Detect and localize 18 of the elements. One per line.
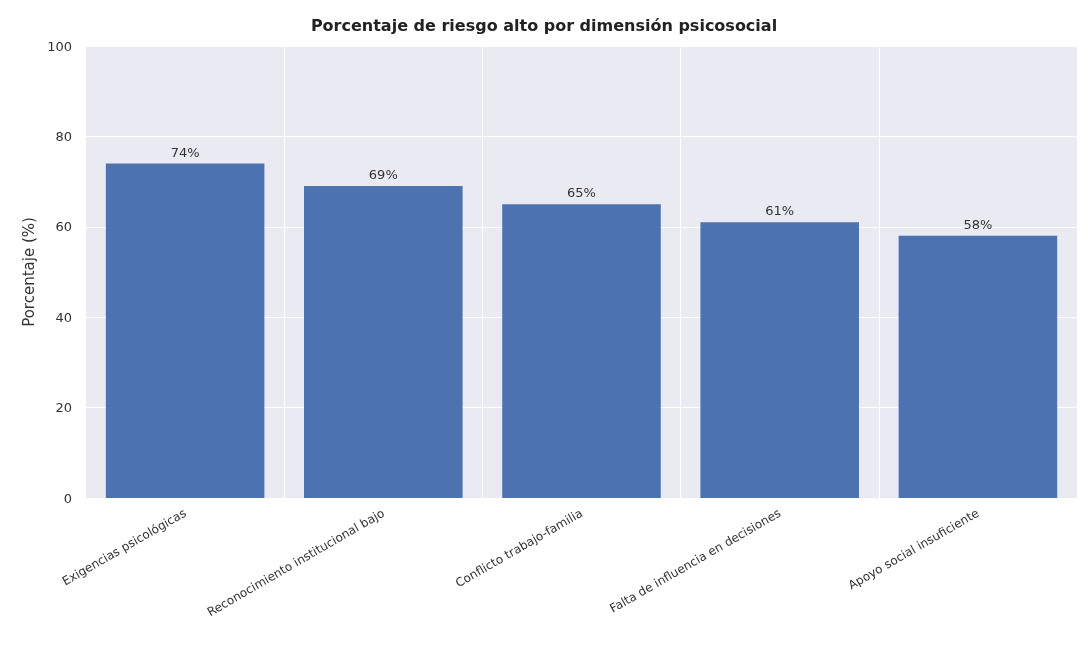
y-axis-title: Porcentaje (%) <box>19 217 38 327</box>
y-tick-label: 80 <box>55 128 72 144</box>
chart-title: Porcentaje de riesgo alto por dimensión psicosocial <box>310 15 778 35</box>
data-label: 61% <box>765 203 795 219</box>
bar <box>700 222 859 498</box>
data-label: 74% <box>170 144 200 160</box>
data-label: 65% <box>567 185 596 201</box>
data-label: 69% <box>368 167 398 183</box>
bar <box>304 186 463 498</box>
bar <box>105 163 265 498</box>
y-tick-label: 20 <box>55 400 72 416</box>
bar <box>898 235 1058 498</box>
y-tick-label: 40 <box>55 309 72 325</box>
y-tick-label: 60 <box>55 219 72 235</box>
bar <box>502 204 661 498</box>
y-tick-label: 0 <box>63 490 72 506</box>
data-label: 58% <box>963 216 993 232</box>
y-tick-label: 100 <box>47 38 72 54</box>
